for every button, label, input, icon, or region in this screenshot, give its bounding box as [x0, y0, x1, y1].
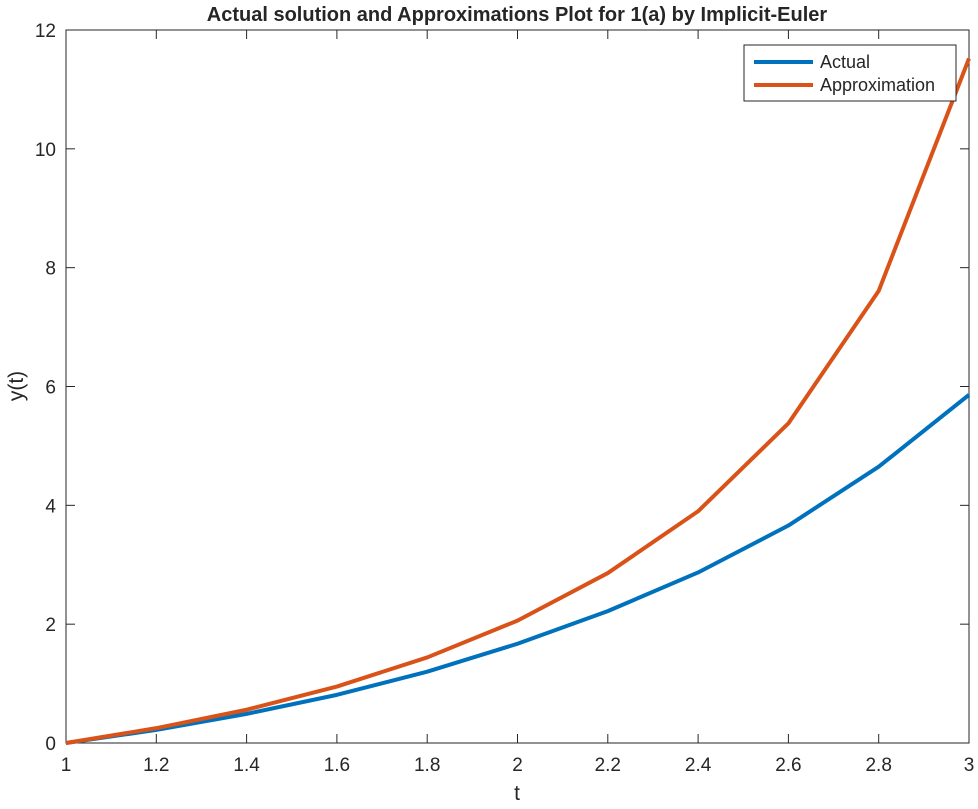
x-tick-label: 1.2: [143, 755, 169, 776]
x-tick-label: 1.4: [233, 755, 260, 776]
plot-area: 1 1.2 1.4 1.6 1.8 2 2.2 2.4 2.6 2.8 3 0 2 4 6 8 10 12: [35, 21, 974, 776]
series-line-approximation: [65, 57, 971, 745]
x-tick-label: 3: [964, 755, 975, 776]
y-tick-label: 0: [45, 734, 56, 755]
series-line-actual: [65, 393, 971, 745]
x-axis-label: t: [514, 782, 520, 804]
y-axis-label: y(t): [5, 371, 28, 401]
x-tick-label: 2.6: [775, 755, 801, 776]
x-tick-label: 1.8: [414, 755, 440, 776]
legend-label: Approximation: [820, 75, 935, 95]
legend: Actual Approximation: [743, 44, 957, 102]
chart-title: Actual solution and Approximations Plot …: [207, 4, 828, 26]
x-tick-label: 1: [61, 755, 72, 776]
x-tick-label: 1.6: [324, 755, 350, 776]
plot-box: [65, 29, 970, 744]
y-tick-label: 10: [35, 140, 56, 161]
x-tick-label: 2.8: [865, 755, 891, 776]
y-tick-label: 8: [45, 259, 56, 280]
y-tick-label: 6: [45, 378, 56, 399]
x-tick-label: 2: [512, 755, 523, 776]
y-tick-label: 2: [45, 615, 56, 636]
x-tick-label: 2.4: [685, 755, 712, 776]
legend-label: Actual: [820, 52, 870, 72]
x-tick-label: 2.2: [595, 755, 621, 776]
y-tick-label: 12: [35, 21, 56, 42]
legend-box: [743, 44, 957, 102]
y-tick-label: 4: [45, 496, 56, 517]
